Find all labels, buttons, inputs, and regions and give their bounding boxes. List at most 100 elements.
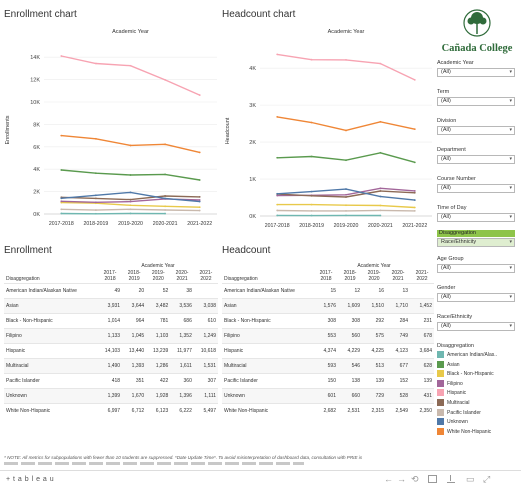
data-point-hispanic[interactable] (276, 53, 279, 56)
table-row[interactable]: Filipino 553 560 575 749 678 (222, 327, 434, 343)
data-point-pacific-islander[interactable] (276, 209, 279, 212)
filter-dropdown-race-ethnicity[interactable]: (All) ▾ (437, 322, 515, 331)
table-row[interactable]: Pacific Islander 418 351 422 360 307 (4, 372, 218, 388)
legend-item[interactable]: Unknown (437, 418, 468, 426)
legend-item[interactable]: American Indian/Alas.. (437, 351, 497, 359)
data-point-pacific-islander[interactable] (198, 209, 201, 212)
data-point-asian[interactable] (198, 179, 201, 181)
headcount-chart[interactable]: Academic Year Headcount 0K 1K 2K 3K 4K 2017-201… (220, 22, 435, 240)
data-point-asian[interactable] (310, 155, 313, 158)
data-point-asian[interactable] (345, 159, 347, 162)
data-point-unknown[interactable] (129, 191, 132, 194)
legend-item[interactable]: Pacific Islander (437, 408, 481, 417)
data-point-multiracial[interactable] (129, 198, 132, 201)
data-point-black-non-hispanic[interactable] (345, 204, 347, 207)
data-point-hispanic[interactable] (95, 62, 97, 65)
table-row[interactable]: American Indian/Alaskan Native 15 12 16 13 (222, 282, 434, 298)
data-point-white-non-hispanic[interactable] (345, 129, 347, 132)
share-icon[interactable] (428, 475, 437, 483)
table-row[interactable]: White Non-Hispanic 6,997 6,712 6,123 6,222 5,… (4, 402, 218, 418)
data-point-pacific-islander[interactable] (95, 209, 97, 211)
data-point-unknown[interactable] (276, 192, 279, 195)
series-line-white-non-hispanic[interactable] (277, 116, 415, 132)
filter-dropdown-department[interactable]: (All) ▾ (437, 155, 515, 164)
data-point-american-indian-alaskan-native[interactable] (95, 212, 97, 215)
series-line-hispanic[interactable] (61, 55, 200, 96)
data-point-multiracial[interactable] (310, 194, 313, 197)
filter-dropdown-age-group[interactable]: (All) ▾ (437, 264, 515, 273)
data-point-asian[interactable] (164, 173, 167, 176)
filter-dropdown-division[interactable]: (All) ▾ (437, 126, 515, 135)
data-point-unknown[interactable] (345, 188, 347, 190)
data-point-unknown[interactable] (164, 197, 167, 200)
data-point-pacific-islander[interactable] (379, 209, 382, 212)
table-row[interactable]: Asian 1,576 1,609 1,510 1,710 1,452 (222, 297, 434, 313)
data-point-multiracial[interactable] (95, 197, 97, 200)
table-row[interactable]: American Indian/Alaskan Native 49 20 52 38 (4, 282, 218, 298)
data-point-filipino[interactable] (276, 194, 279, 197)
redo-icon[interactable]: → (397, 474, 406, 484)
legend-item[interactable]: Asian (437, 360, 460, 369)
fullscreen-icon[interactable]: ⤢ (483, 474, 491, 484)
data-point-filipino[interactable] (198, 199, 201, 201)
data-point-filipino[interactable] (60, 200, 63, 203)
data-point-unknown[interactable] (379, 195, 382, 198)
data-point-american-indian-alaskan-native[interactable] (379, 214, 382, 217)
data-point-black-non-hispanic[interactable] (413, 206, 416, 209)
data-point-pacific-islander[interactable] (413, 209, 416, 212)
data-point-filipino[interactable] (413, 190, 416, 192)
data-point-asian[interactable] (60, 169, 63, 171)
data-point-unknown[interactable] (413, 199, 416, 201)
data-point-hispanic[interactable] (60, 55, 63, 57)
data-point-hispanic[interactable] (413, 78, 416, 81)
data-point-black-non-hispanic[interactable] (379, 204, 382, 207)
table-row[interactable]: Black - Non-Hispanic 308 308 292 284 231 (222, 312, 434, 328)
download-icon[interactable] (447, 475, 455, 483)
data-point-multiracial[interactable] (413, 191, 416, 194)
data-point-unknown[interactable] (95, 194, 97, 197)
data-point-unknown[interactable] (310, 190, 313, 193)
data-point-white-non-hispanic[interactable] (379, 120, 382, 123)
data-point-white-non-hispanic[interactable] (95, 137, 97, 140)
table-row[interactable]: Black - Non-Hispanic 1,014 964 781 686 610 (4, 312, 218, 328)
data-point-filipino[interactable] (129, 200, 132, 203)
data-point-hispanic[interactable] (310, 58, 313, 61)
table-row[interactable]: Asian 3,931 3,644 3,482 3,536 3,038 (4, 297, 218, 313)
series-line-white-non-hispanic[interactable] (61, 134, 200, 154)
data-point-hispanic[interactable] (379, 62, 382, 65)
table-row[interactable]: Hispanic 14,103 13,440 13,239 11,977 10,618 (4, 342, 218, 358)
data-point-hispanic[interactable] (345, 58, 347, 61)
table-row[interactable]: Unknown 1,399 1,670 1,928 1,396 1,111 (4, 387, 218, 403)
data-point-american-indian-alaskan-native[interactable] (345, 214, 347, 217)
undo-icon[interactable]: ← (384, 474, 393, 484)
data-point-black-non-hispanic[interactable] (198, 206, 201, 209)
data-point-unknown[interactable] (60, 197, 63, 200)
data-point-american-indian-alaskan-native[interactable] (129, 212, 132, 215)
disaggregation-dropdown[interactable]: Race/Ethnicity ▾ (437, 238, 515, 247)
data-point-pacific-islander[interactable] (345, 209, 347, 212)
data-point-white-non-hispanic[interactable] (276, 115, 279, 118)
table-row[interactable]: Multiracial 1,490 1,393 1,286 1,611 1,531 (4, 357, 218, 373)
filter-dropdown-term[interactable]: (All) ▾ (437, 97, 515, 106)
enrollment-chart[interactable]: Academic Year Enrollments 0K 2K 4K 6K 8K 10K 12K… (0, 22, 220, 240)
data-point-hispanic[interactable] (129, 64, 132, 67)
legend-item[interactable]: Filipino (437, 379, 463, 388)
legend-item[interactable]: White Non-Hispanic (437, 427, 491, 436)
data-point-black-non-hispanic[interactable] (60, 201, 63, 204)
data-point-american-indian-alaskan-native[interactable] (60, 212, 63, 215)
data-point-multiracial[interactable] (198, 195, 201, 198)
comment-icon[interactable]: ▭ (466, 474, 475, 484)
filter-dropdown-academic-year[interactable]: (All) ▾ (437, 68, 515, 77)
data-point-american-indian-alaskan-native[interactable] (310, 214, 313, 217)
data-point-multiracial[interactable] (164, 195, 167, 197)
legend-item[interactable]: Hispanic (437, 389, 466, 397)
data-point-hispanic[interactable] (164, 78, 167, 81)
data-point-pacific-islander[interactable] (60, 208, 63, 211)
data-point-hispanic[interactable] (198, 94, 201, 96)
table-row[interactable]: Unknown 601 660 729 528 431 (222, 387, 434, 403)
table-row[interactable]: Hispanic 4,374 4,229 4,225 4,123 3,684 (222, 342, 434, 358)
data-point-black-non-hispanic[interactable] (129, 204, 132, 207)
data-point-black-non-hispanic[interactable] (310, 203, 313, 206)
data-point-white-non-hispanic[interactable] (310, 121, 313, 124)
data-point-asian[interactable] (129, 174, 132, 176)
